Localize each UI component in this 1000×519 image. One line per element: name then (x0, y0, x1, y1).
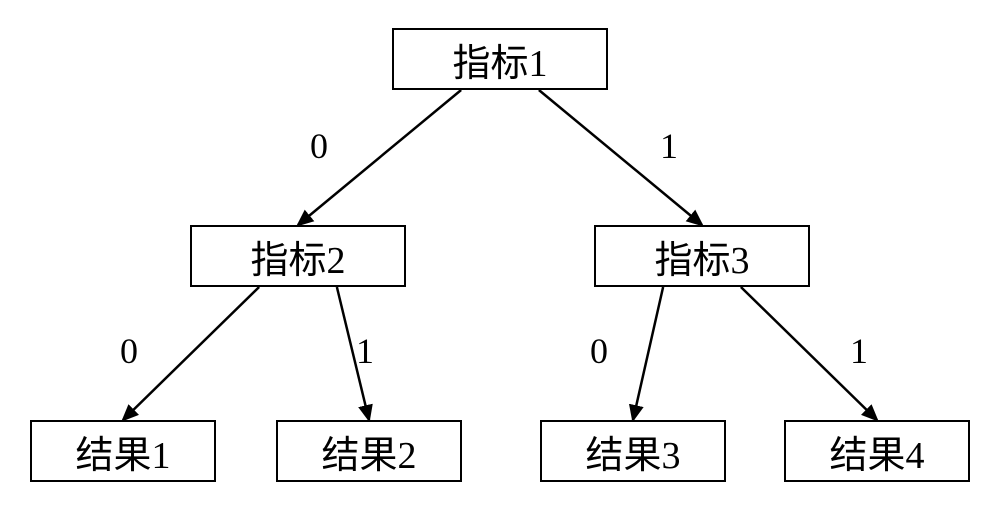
edge-n2-r1 (123, 287, 259, 420)
tree-node-n1: 指标1 (392, 28, 608, 90)
tree-node-r2: 结果2 (276, 420, 462, 482)
edge-label-n1-n2: 0 (310, 125, 328, 167)
tree-node-r4: 结果4 (784, 420, 970, 482)
node-label: 指标3 (654, 229, 749, 284)
edge-label-n2-r1: 0 (120, 330, 138, 372)
edge-n3-r3 (633, 287, 663, 420)
node-label: 结果2 (321, 424, 416, 479)
node-label: 结果4 (829, 424, 924, 479)
node-label: 结果3 (585, 424, 680, 479)
node-label: 指标1 (452, 32, 547, 87)
edge-label-n3-r4: 1 (850, 330, 868, 372)
edge-label-n1-n3: 1 (660, 125, 678, 167)
tree-node-r1: 结果1 (30, 420, 216, 482)
tree-node-n2: 指标2 (190, 225, 406, 287)
node-label: 结果1 (75, 424, 170, 479)
edge-label-n3-r3: 0 (590, 330, 608, 372)
node-label: 指标2 (250, 229, 345, 284)
edge-label-n2-r2: 1 (356, 330, 374, 372)
tree-node-n3: 指标3 (594, 225, 810, 287)
tree-node-r3: 结果3 (540, 420, 726, 482)
